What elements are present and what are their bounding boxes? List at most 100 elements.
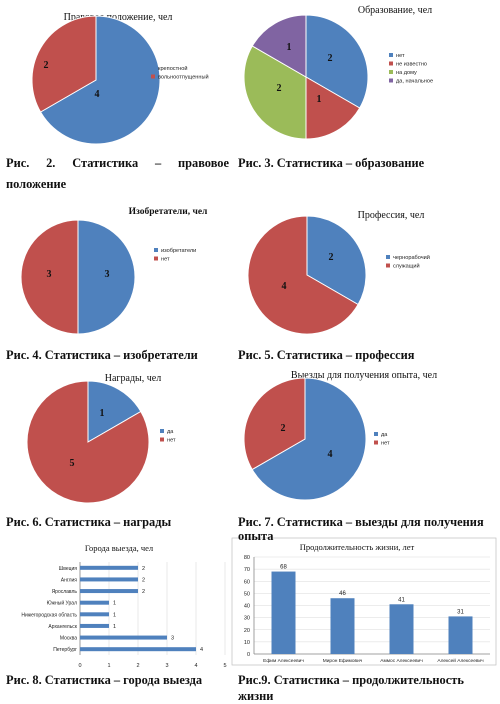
bar-value-label: 31 <box>457 609 464 615</box>
category-label: Алексей Алексеевич <box>437 657 484 664</box>
x-tick-label: 2 <box>136 663 139 669</box>
slice-value-label: 4 <box>282 281 287 292</box>
bar-value-label: 2 <box>142 577 145 583</box>
pie-slice-trips-1 <box>243 377 306 471</box>
charts-canvas: Правовое положение, чел 4 2 крепостной вольн… <box>20 5 497 669</box>
figure-7-caption-line1: Рис. 7. Статистика – выезды для получени… <box>238 515 484 529</box>
bar-2 <box>389 604 414 654</box>
figure-9-caption: Рис.9. Статистика – продолжительность жи… <box>238 673 464 703</box>
category-label: Южный Урал <box>47 600 77 607</box>
category-label: Мирон Ефимович <box>323 658 363 664</box>
legend-swatch <box>160 437 164 442</box>
chart-title-lifespan: Продолжительность жизни, лет <box>300 542 415 552</box>
pie-slice-profession-1 <box>247 215 359 335</box>
pie-slice-awards-1 <box>26 380 150 504</box>
y-tick-label: 30 <box>244 616 250 622</box>
legend-label: изобретатели <box>161 248 196 254</box>
category-label: Архангельск <box>48 624 77 630</box>
bar-value-label: 41 <box>398 597 405 603</box>
pie-slice-education-1 <box>305 76 361 140</box>
category-label: Аммос Алексеевич <box>380 658 423 664</box>
pie-slice-legal-1 <box>31 15 97 113</box>
pie-chart-education: Образование, чел 2 1 2 1 нет не известно на дом… <box>243 5 433 140</box>
bar-value-label: 1 <box>113 624 116 630</box>
legend-label: нет <box>167 438 176 444</box>
pie-chart-legal: Правовое положение, чел 4 2 крепостной вольн… <box>31 12 209 145</box>
y-tick-label: 20 <box>244 628 250 634</box>
legend-swatch <box>160 429 164 433</box>
bar-value-label: 46 <box>339 591 346 597</box>
x-tick-label: 3 <box>165 663 168 669</box>
pie-slice-education-3 <box>251 14 307 78</box>
category-label: Нижегородская область <box>21 612 77 618</box>
legend-label: служащий <box>393 263 420 270</box>
x-tick-label: 0 <box>78 663 81 669</box>
bar-value-label: 1 <box>113 612 116 618</box>
slice-value-label: 5 <box>70 458 75 469</box>
figure-5-caption: Рис. 5. Статистика – профессия <box>238 348 415 362</box>
bar-chart-lifespan: Продолжительность жизни, лет 0 10 20 30 40 50 6… <box>231 537 497 666</box>
y-tick-label: 70 <box>244 567 250 573</box>
y-tick-label: 10 <box>244 640 250 646</box>
figure-8-caption: Рис. 8. Статистика – города выезда <box>6 673 203 687</box>
figure-2-caption-line2: положение <box>6 177 67 191</box>
slice-value-label: 1 <box>287 42 292 53</box>
slice-value-label: 2 <box>329 252 334 263</box>
category-label: Швеция <box>59 566 78 572</box>
x-tick-label: 5 <box>223 663 226 669</box>
category-label: Ефим Алексеевич <box>263 658 304 664</box>
slice-value-label: 3 <box>47 269 52 280</box>
slice-value-label: 1 <box>317 94 322 105</box>
legend-swatch <box>374 432 378 436</box>
x-tick-label: 4 <box>194 663 197 669</box>
legend-label: на дому <box>396 70 417 76</box>
document-page: Правовое положение, чел 4 2 крепостной вольн… <box>6 5 497 703</box>
slice-value-label: 2 <box>277 83 282 94</box>
bar-5 <box>80 623 109 628</box>
slice-value-label: 2 <box>281 423 286 434</box>
legend-label: чернорабочий <box>393 254 430 261</box>
bar-1 <box>80 577 138 582</box>
bar-value-label: 3 <box>171 636 174 642</box>
figure-4-caption: Рис. 4. Статистика – изобретатели <box>6 348 198 362</box>
chart-title-awards: Награды, чел <box>105 373 161 384</box>
figure-3-caption: Рис. 3. Статистика – образование <box>238 156 425 170</box>
figure-7-caption-line2: опыта <box>238 529 274 543</box>
bar-2 <box>80 589 138 594</box>
legend-swatch <box>389 53 393 57</box>
chart-title-inventors: Изобретатели, чел <box>129 206 208 217</box>
slice-value-label: 2 <box>44 60 49 71</box>
bar-value-label: 2 <box>142 589 145 595</box>
category-label: Ярославль <box>52 589 78 595</box>
legend-swatch <box>386 263 390 268</box>
pie-slice-education-0 <box>305 14 369 109</box>
legend-label: крепостной <box>158 65 188 72</box>
legend-swatch <box>386 255 390 259</box>
legend-label: да <box>381 432 388 438</box>
pie-slice-education-2 <box>243 45 307 140</box>
legend-swatch <box>151 74 155 79</box>
category-label: Москва <box>60 636 77 642</box>
slice-value-label: 1 <box>100 408 105 419</box>
chart-frame <box>231 537 497 666</box>
y-tick-label: 0 <box>247 652 250 658</box>
bar-0 <box>271 571 296 654</box>
legend-swatch <box>374 440 378 445</box>
bar-6 <box>80 635 167 640</box>
slice-value-label: 4 <box>328 449 333 460</box>
slice-value-label: 4 <box>95 89 100 100</box>
figure-6-caption: Рис. 6. Статистика – награды <box>6 515 172 529</box>
pie-slice-inventors-0 <box>77 219 136 335</box>
legend-swatch <box>389 61 393 66</box>
pie-chart-inventors: Изобретатели, чел 3 3 изобретатели нет <box>20 206 208 335</box>
legend-label: нет <box>161 257 170 263</box>
bar-value-label: 2 <box>142 566 145 572</box>
chart-title-education: Образование, чел <box>358 5 432 16</box>
pie-slice-profession-0 <box>306 215 367 306</box>
pie-slice-legal-0 <box>39 15 161 145</box>
x-tick-label: 1 <box>107 663 110 669</box>
slice-value-label: 2 <box>328 53 333 64</box>
y-tick-label: 50 <box>244 591 250 597</box>
y-tick-label: 80 <box>244 555 250 561</box>
pie-slice-inventors-1 <box>20 219 79 335</box>
